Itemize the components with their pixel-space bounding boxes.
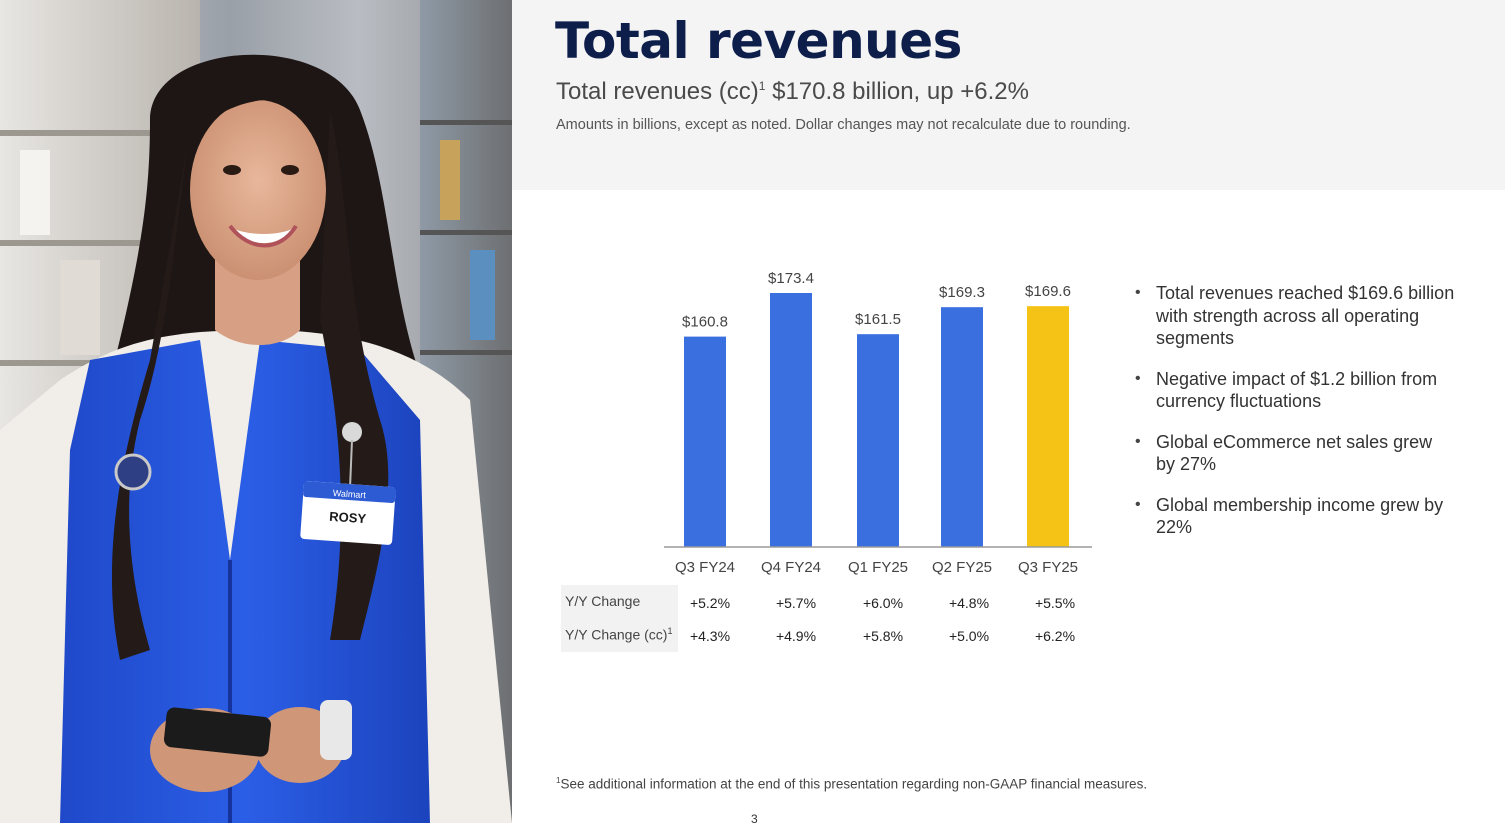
footnote-text: See additional information at the end of…: [560, 776, 1148, 792]
bar-q3-fy25: [1027, 306, 1069, 547]
yy-cell: +6.0%: [862, 595, 904, 611]
subtitle-rest: $170.8 billion, up +6.2%: [765, 78, 1029, 105]
bullet-text: Global membership income grew by 22%: [1156, 494, 1444, 538]
bar-value-label: $169.6: [1025, 283, 1071, 300]
bullet-dot-icon: •: [1135, 495, 1141, 513]
yy-row: Y/Y Change (cc)1 +4.3% +4.9% +5.8% +5.0% +6.2…: [561, 618, 1121, 652]
bullet-item: • Negative impact of $1.2 billion from cu…: [1135, 368, 1455, 413]
x-tick-label: Q4 FY24: [761, 559, 821, 576]
page-number: 3: [751, 812, 758, 826]
footnote-marker: 1: [556, 776, 561, 785]
yy-cell: +6.2%: [1034, 628, 1076, 644]
subtitle: Total revenues (cc)1 $170.8 billion, up …: [556, 78, 1029, 106]
bar-q3-fy24: [684, 336, 726, 547]
subtitle-footnote-marker: 1: [758, 79, 766, 93]
bar-value-label: $161.5: [855, 311, 901, 328]
bullet-dot-icon: •: [1135, 284, 1141, 301]
subtitle-prefix: Total revenues (cc): [556, 78, 759, 105]
x-tick-label: Q2 FY25: [932, 559, 992, 576]
bullet-item: • Global membership income grew by 22%: [1135, 494, 1455, 539]
yy-cell: +5.7%: [775, 595, 817, 611]
yy-cell: +5.8%: [862, 628, 904, 644]
bullet-dot-icon: •: [1135, 369, 1141, 387]
yy-row-label: Y/Y Change: [561, 585, 678, 619]
yy-cell: +4.3%: [689, 628, 731, 644]
footnote: 1See additional information at the end o…: [556, 776, 1147, 792]
bar-q1-fy25: [857, 334, 899, 547]
x-tick-label: Q1 FY25: [848, 559, 908, 576]
yy-cell: +5.5%: [1034, 595, 1076, 611]
yy-row-label: Y/Y Change (cc)1: [561, 618, 678, 652]
yy-cell: +5.0%: [948, 628, 990, 644]
amounts-note: Amounts in billions, except as noted. Do…: [556, 117, 1131, 133]
bullet-text: Negative impact of $1.2 billion from cur…: [1156, 368, 1438, 412]
bullet-dot-icon: •: [1135, 432, 1141, 450]
bullet-item: • Global eCommerce net sales grew by 27%: [1135, 431, 1455, 476]
yy-row: Y/Y Change +5.2% +5.7% +6.0% +4.8% +5.5%: [561, 585, 1121, 619]
page-title: Total revenues: [555, 12, 962, 70]
hero-photo: Walmart ROSY: [0, 0, 512, 823]
bar-q2-fy25: [941, 307, 983, 547]
associate-illustration: Walmart ROSY: [0, 0, 512, 823]
key-points-list: • Total revenues reached $169.6 billion w…: [1135, 282, 1455, 557]
bullet-item: • Total revenues reached $169.6 billion w…: [1135, 282, 1455, 350]
yy-cell: +4.9%: [775, 628, 817, 644]
x-tick-label: Q3 FY24: [675, 559, 735, 576]
bullet-text: Total revenues reached $169.6 billion wi…: [1156, 283, 1455, 348]
badge-name-text: ROSY: [329, 509, 367, 527]
revenue-bar-chart: $160.8 Q3 FY24 $173.4 Q4 FY24 $161.5 Q1 FY25 $…: [664, 270, 1092, 576]
bar-value-label: $173.4: [768, 270, 814, 287]
bullet-text: Global eCommerce net sales grew by 27%: [1156, 431, 1433, 475]
yy-cell: +5.2%: [689, 595, 731, 611]
x-tick-label: Q3 FY25: [1018, 559, 1078, 576]
bar-value-label: $169.3: [939, 284, 985, 301]
bar-q4-fy24: [770, 293, 812, 547]
yy-label-footnote-marker: 1: [667, 626, 673, 636]
header-band: [512, 0, 1505, 190]
badge-brand-text: Walmart: [332, 488, 366, 500]
yy-cell: +4.8%: [948, 595, 990, 611]
bar-value-label: $160.8: [682, 314, 728, 331]
